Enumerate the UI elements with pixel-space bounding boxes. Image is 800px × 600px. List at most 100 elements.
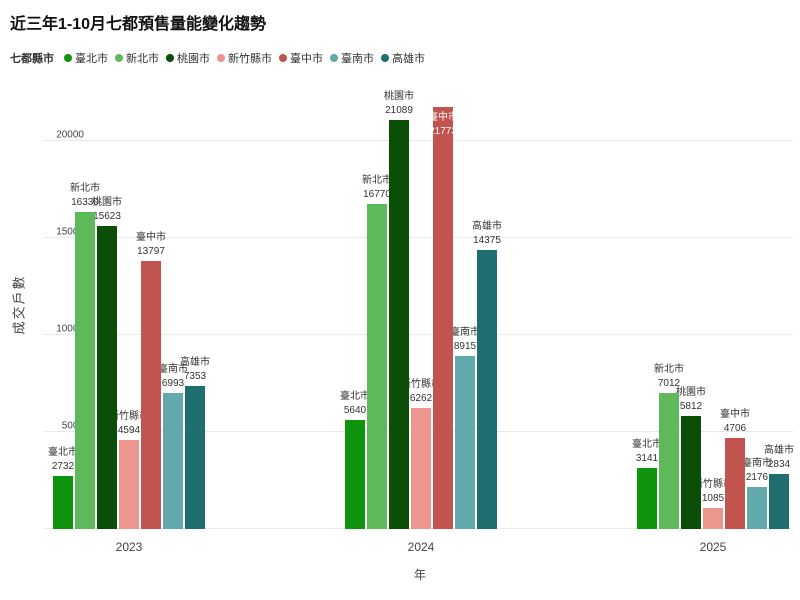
bar-label: 高雄市 2834 [764,444,794,472]
bar-label: 新北市 16330 [70,182,100,210]
legend-dot-icon [330,54,338,62]
bar-label: 高雄市 14375 [472,220,502,248]
bar-slot: 臺南市 2176 [742,458,772,529]
bar-label-name: 桃園市 [384,91,414,102]
bar-label-name: 新竹縣市 [109,411,149,422]
legend-item[interactable]: 臺中市 [279,50,323,66]
bar-臺北市-2025[interactable] [637,468,657,529]
bar-label-value: 6262 [409,393,433,404]
bar-slot: 桃園市 21089 [384,91,414,529]
y-axis-tick-label: 20000 [56,129,84,141]
legend: 七都縣市 臺北市 新北市 桃園市 新竹縣市 臺中市 臺南市 高雄市 [10,50,432,66]
bar-高雄市-2023[interactable] [185,386,205,529]
x-axis-tick-label: 2023 [115,540,143,554]
bar-label-value: 14375 [473,235,501,246]
bar-label: 桃園市 21089 [384,90,414,118]
bar-label: 臺南市 8915 [450,326,480,354]
legend-item[interactable]: 高雄市 [381,50,425,66]
bar-label-value: 21089 [385,105,413,116]
bar-label-value: 2176 [745,472,769,483]
bar-label-name: 高雄市 [472,221,502,232]
bar-label: 桃園市 15623 [92,196,122,224]
bar-臺中市-2023[interactable] [141,261,161,529]
bar-臺北市-2024[interactable] [345,420,365,529]
bar-slot: 高雄市 14375 [472,221,502,529]
bar-label-value: 6993 [161,378,185,389]
legend-item-label: 臺中市 [290,53,323,65]
bar-slot: 新竹縣市 1085 [693,479,733,529]
bar-label: 臺南市 2176 [742,457,772,485]
bar-slot: 桃園市 5812 [676,387,706,529]
bar-label-name: 臺北市 [632,439,662,450]
legend-item[interactable]: 臺南市 [330,50,374,66]
bar-label-name: 臺南市 [158,364,188,375]
bar-label: 臺北市 2732 [48,446,78,474]
bar-新北市-2024[interactable] [367,204,387,529]
bar-臺中市-2025[interactable] [725,438,745,529]
chart-title: 近三年1-10月七都預售量能變化趨勢 [10,16,267,33]
bar-新北市-2025[interactable] [659,393,679,529]
bar-label: 臺中市 13797 [136,231,166,259]
legend-item[interactable]: 臺北市 [64,50,108,66]
bar-label-name: 臺中市 [720,409,750,420]
bar-桃園市-2024[interactable] [389,120,409,529]
bar-新竹縣市-2023[interactable] [119,440,139,529]
bar-group-2023: 臺北市 2732 新北市 16330 桃園市 15623 新竹縣市 4594 臺中市 13797 臺… [48,183,210,529]
legend-item-label: 桃園市 [177,53,210,65]
bar-新竹縣市-2025[interactable] [703,508,723,529]
bar-slot: 臺南市 6993 [158,364,188,529]
bar-高雄市-2024[interactable] [477,250,497,529]
bar-slot: 高雄市 7353 [180,357,210,529]
legend-item[interactable]: 桃園市 [166,50,210,66]
legend-item[interactable]: 新北市 [115,50,159,66]
gridline [44,334,793,335]
bar-slot: 臺北市 2732 [48,447,78,529]
bar-label-value: 15623 [93,211,121,222]
bar-臺南市-2025[interactable] [747,487,767,529]
plot-area: 05000100001500020000臺北市2732新北市16330桃園市15… [44,85,794,554]
bar-label-value: 16330 [71,197,99,208]
bar-臺南市-2024[interactable] [455,356,475,529]
legend-item[interactable]: 新竹縣市 [217,50,272,66]
bar-slot: 新北市 7012 [654,364,684,529]
bar-label: 臺北市 5640 [340,390,370,418]
bar-label: 新北市 7012 [654,363,684,391]
bar-label-name: 新北市 [362,175,392,186]
legend-dot-icon [64,54,72,62]
bar-slot: 臺北市 3141 [632,439,662,529]
bar-label-value: 4594 [117,425,141,436]
legend-item-label: 臺北市 [75,53,108,65]
bar-label-value: 2834 [767,459,791,470]
legend-item-label: 新北市 [126,53,159,65]
bar-slot: 新竹縣市 4594 [109,411,149,529]
legend-dot-icon [279,54,287,62]
bar-新北市-2023[interactable] [75,212,95,529]
bar-slot: 臺南市 8915 [450,327,480,529]
gridline [44,237,793,238]
bar-group-2025: 臺北市 3141 新北市 7012 桃園市 5812 新竹縣市 1085 臺中市 4706 臺南市 2… [632,364,794,529]
y-axis-title: 成交戶數 [11,274,27,335]
bar-臺中市-2024[interactable] [433,107,453,529]
bar-slot: 新竹縣市 6262 [401,379,441,529]
bar-label: 新竹縣市 4594 [109,410,149,438]
bar-label-value: 8915 [453,341,477,352]
bar-桃園市-2025[interactable] [681,416,701,529]
bar-桃園市-2023[interactable] [97,226,117,529]
bar-label-value: 3141 [635,453,659,464]
bar-臺北市-2023[interactable] [53,476,73,529]
bar-label-value: 5640 [343,405,367,416]
legend-dot-icon [217,54,225,62]
bar-label: 新北市 16770 [362,174,392,202]
bar-高雄市-2025[interactable] [769,474,789,529]
bar-slot: 新北市 16770 [362,175,392,529]
legend-item-label: 新竹縣市 [228,53,272,65]
bar-label-name: 高雄市 [764,445,794,456]
bar-slot: 臺北市 5640 [340,391,370,529]
bar-group-2024: 臺北市 5640 新北市 16770 桃園市 21089 新竹縣市 6262 臺中市 21773 臺… [340,91,502,529]
bar-label-value: 4706 [723,423,747,434]
bar-label-value: 1085 [701,493,725,504]
bar-label-value: 7353 [183,371,207,382]
bar-臺南市-2023[interactable] [163,393,183,529]
bar-新竹縣市-2024[interactable] [411,408,431,529]
legend-title: 七都縣市 [10,53,54,65]
